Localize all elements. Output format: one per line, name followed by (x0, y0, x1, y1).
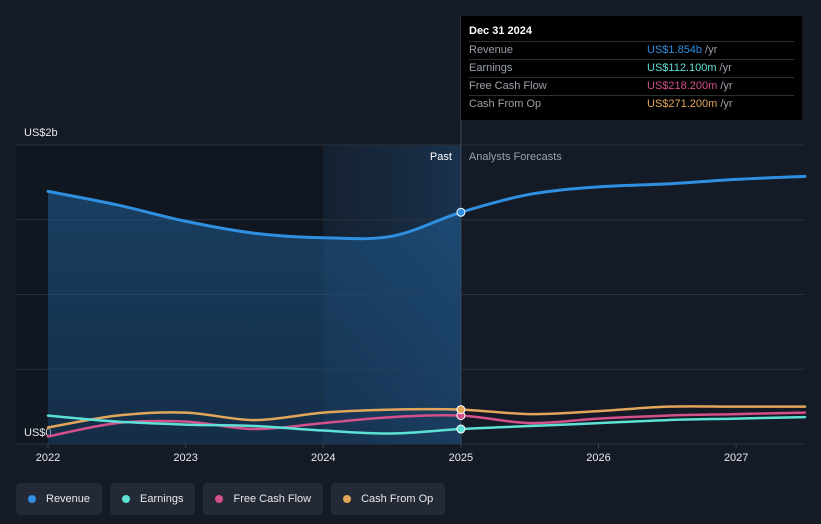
tooltip-value: US$1.854b (647, 44, 703, 56)
legend-item-free-cash-flow[interactable]: Free Cash Flow (203, 483, 324, 515)
legend-item-revenue[interactable]: Revenue (16, 483, 103, 515)
series-line-revenue (46, 174, 807, 241)
tooltip-row-revenue: Revenue US$1.854b /yr (469, 41, 794, 59)
tooltip-label: Revenue (469, 44, 514, 56)
tooltip-label: Cash From Op (469, 98, 542, 110)
x-tick-label: 2024 (311, 452, 335, 464)
legend-item-cash-from-op[interactable]: Cash From Op (331, 483, 446, 515)
tooltip-date: Dec 31 2024 (469, 25, 532, 37)
legend-label: Cash From Op (361, 493, 434, 505)
legend-dot-icon (122, 495, 131, 503)
legend-label: Earnings (140, 493, 184, 505)
forecast-label: Analysts Forecasts (469, 151, 562, 163)
tooltip-row-free-cash-flow: Free Cash Flow US$218.200m /yr (469, 77, 794, 95)
tooltip-unit: /yr (719, 62, 732, 74)
x-tick-label: 2025 (449, 452, 473, 464)
legend-dot-icon (343, 495, 352, 503)
marker-revenue (456, 207, 466, 217)
legend-dot-icon (215, 495, 224, 503)
tooltip-row-cash-from-op: Cash From Op US$271.200m /yr (469, 95, 794, 113)
tooltip-unit: /yr (720, 98, 733, 110)
legend-dot-icon (28, 495, 36, 503)
legend-label: Free Cash Flow (233, 493, 312, 505)
tooltip-unit: /yr (705, 44, 718, 56)
series-line-earnings (46, 414, 807, 435)
tooltip-value: US$112.100m (647, 62, 717, 74)
x-tick-label: 2022 (36, 452, 60, 464)
chart-legend: Revenue Earnings Free Cash Flow Cash Fro… (16, 483, 446, 515)
marker-earnings (456, 424, 466, 434)
x-tick-label: 2027 (724, 452, 748, 464)
past-label: Past (430, 151, 452, 163)
tooltip-label: Free Cash Flow (469, 80, 547, 92)
marker-cash-from-op (456, 405, 466, 415)
y-axis-top-label: US$2b (24, 127, 58, 139)
revenue-area (48, 191, 461, 444)
tooltip-row-earnings: Earnings US$112.100m /yr (469, 59, 794, 77)
series-line-free-cash-flow (46, 411, 807, 438)
y-axis-zero-label: US$0 (24, 427, 52, 439)
x-tick-label: 2023 (173, 452, 197, 464)
legend-item-earnings[interactable]: Earnings (110, 483, 196, 515)
tooltip-value: US$271.200m (647, 98, 718, 110)
tooltip-unit: /yr (720, 80, 733, 92)
x-tick-label: 2026 (586, 452, 610, 464)
chart-tooltip: Dec 31 2024 Revenue US$1.854b /yr Earnin… (461, 16, 802, 120)
tooltip-label: Earnings (469, 62, 513, 74)
series-line-cash-from-op (46, 405, 807, 429)
tooltip-value: US$218.200m (647, 80, 718, 92)
legend-label: Revenue (46, 493, 91, 505)
